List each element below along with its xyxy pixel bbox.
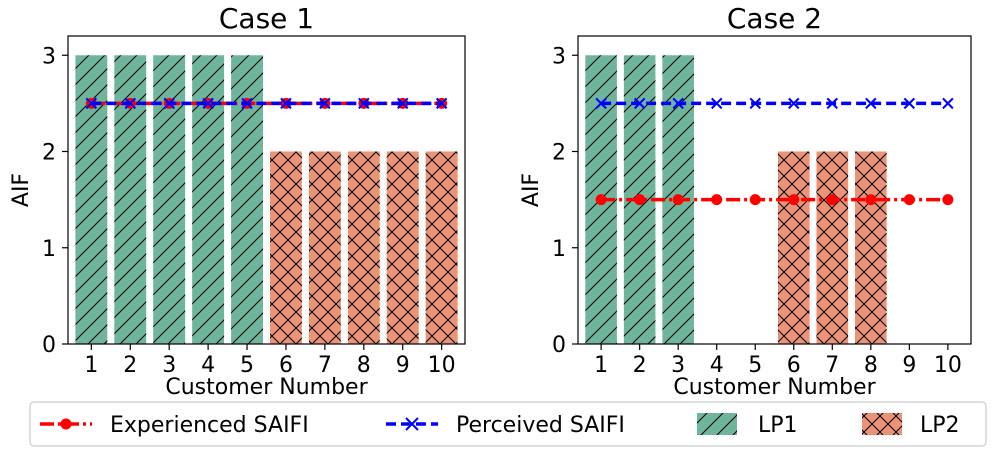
case-1-xlabel: Customer Number: [165, 375, 368, 400]
legend-item-perceived: Perceived SAIFI: [386, 413, 625, 438]
case-2-experienced-point-6: [788, 194, 800, 206]
case-2-ytick-label-0: 0: [552, 333, 566, 358]
case-1-bar-customer-7: [308, 151, 341, 344]
case-1-perceived-point-4: [202, 97, 214, 110]
case-1-xtick-label-8: 8: [357, 353, 371, 378]
case-2-perceived-point-3: [672, 97, 684, 110]
legend: Experienced SAIFI Perceived SAIFI LP1 LP…: [29, 401, 987, 447]
case-1-perceived-point-8: [358, 97, 370, 110]
case-2-experienced-point-9: [903, 194, 915, 206]
legend-lp2-label: LP2: [920, 413, 960, 438]
case-1-xtick-label-7: 7: [318, 353, 332, 378]
legend-lp1-swatch: [697, 413, 737, 435]
case-2-perceived-point-6: [788, 97, 800, 110]
legend-perceived-marker: [405, 417, 419, 431]
case-2-xtick-label-5: 5: [748, 353, 762, 378]
legend-item-lp2: LP2: [862, 413, 960, 438]
case-1-perceived-point-3: [163, 97, 175, 110]
case-1-bar-customer-6: [270, 151, 302, 344]
case-1-perceived-point-10: [435, 97, 448, 110]
case-1-ytick-label-2: 2: [42, 141, 56, 166]
case-2-perceived-point-10: [942, 97, 954, 110]
case-2-title: Case 2: [727, 2, 822, 35]
case-2-xlabel: Customer Number: [673, 375, 876, 400]
case-2-experienced-point-1: [595, 194, 607, 206]
case-2-experienced-point-4: [711, 194, 723, 206]
legend-experienced-marker: [60, 418, 72, 430]
case-1-perceived-point-5: [241, 97, 253, 110]
case-2-xtick-label-1: 1: [594, 353, 608, 378]
case-2-perceived-point-8: [865, 97, 877, 110]
case-2-xtick-label-4: 4: [710, 353, 724, 378]
case-2-experienced-point-3: [672, 194, 684, 206]
case-1-xtick-label-4: 4: [201, 353, 215, 378]
case-2-axes-frame: [577, 35, 972, 345]
case-1-xtick-label-9: 9: [396, 353, 410, 378]
case-2-xtick-label-2: 2: [633, 353, 647, 378]
case-1-xtick-label-2: 2: [123, 353, 137, 378]
case-1-bar-customer-10: [425, 151, 458, 344]
case-2-bar-customer-7: [816, 151, 849, 344]
case-2-ylabel: AIF: [519, 173, 544, 207]
case-2-experienced-point-8: [865, 194, 877, 206]
case-2-xtick-label-8: 8: [864, 353, 878, 378]
case-1-xtick-label-10: 10: [428, 353, 456, 378]
case-2-perceived-point-2: [633, 97, 646, 110]
case-1-perceived-point-2: [124, 97, 136, 110]
case-1-ytick-label-0: 0: [42, 333, 56, 358]
case-1-bar-customer-9: [386, 151, 419, 344]
legend-frame: [29, 401, 987, 447]
case-2-ytick-label-2: 2: [552, 141, 566, 166]
case-2-perceived-point-1: [595, 97, 607, 110]
legend-item-lp1: LP1: [697, 413, 798, 438]
case-2-perceived-point-7: [826, 97, 839, 110]
case-1-bar-customer-8: [347, 151, 380, 344]
legend-item-experienced: Experienced SAIFI: [40, 413, 309, 438]
case-2-ytick-label-3: 3: [552, 44, 566, 69]
legend-lp1-label: LP1: [758, 413, 798, 438]
legend-experienced-label: Experienced SAIFI: [110, 413, 309, 438]
case-1-ylabel: AIF: [9, 173, 34, 207]
case-2-experienced-point-5: [749, 194, 761, 206]
case-2-perceived-point-4: [710, 97, 723, 110]
case-2-xtick-label-9: 9: [902, 353, 916, 378]
case-1-ytick-label-1: 1: [42, 237, 56, 262]
case-2-experienced-point-2: [634, 194, 646, 206]
case-2-xtick-label-6: 6: [787, 353, 801, 378]
case-1-perceived-point-9: [397, 97, 409, 110]
case-2-experienced-point-10: [942, 194, 954, 206]
legend-lp2-swatch: [862, 413, 902, 435]
case-1-axes-frame: [67, 35, 466, 345]
case-2-experienced-point-7: [826, 194, 838, 206]
case-2-perceived-point-9: [903, 97, 916, 110]
case-1-perceived-point-1: [85, 97, 98, 110]
case-1-xtick-label-1: 1: [84, 353, 98, 378]
case-2-perceived-point-5: [749, 97, 761, 110]
legend-perceived-label: Perceived SAIFI: [456, 413, 625, 438]
case-1-xtick-label-3: 3: [162, 353, 176, 378]
case-1-ytick-label-3: 3: [42, 44, 56, 69]
case-2-bar-customer-8: [855, 151, 887, 344]
case-2-xtick-label-3: 3: [671, 353, 685, 378]
case-1-perceived-point-6: [280, 97, 292, 110]
case-2-xtick-label-10: 10: [934, 353, 962, 378]
case-1-perceived-point-7: [319, 97, 331, 110]
case-2-ytick-label-1: 1: [552, 237, 566, 262]
case-2-xtick-label-7: 7: [825, 353, 839, 378]
case-1-xtick-label-5: 5: [240, 353, 254, 378]
case-1-xtick-label-6: 6: [279, 353, 293, 378]
case-1-title: Case 1: [219, 2, 314, 35]
case-2-bar-customer-6: [777, 151, 810, 344]
